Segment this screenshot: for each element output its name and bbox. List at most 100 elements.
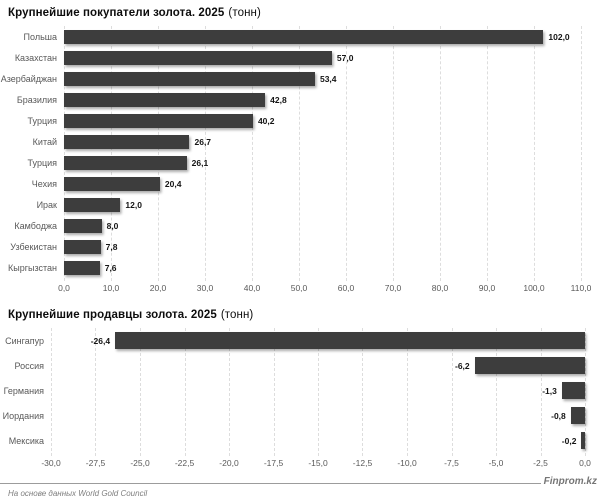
x-axis-tick-label: 40,0	[243, 283, 261, 293]
gridline	[252, 26, 253, 281]
x-axis-tick-label: 0,0	[58, 283, 70, 293]
gridline	[140, 328, 141, 456]
gridline	[362, 328, 364, 456]
bar	[64, 176, 160, 191]
bar-row: 40,2	[64, 110, 581, 131]
x-axis-tick-label: -2,5	[533, 458, 548, 468]
bar-row: 7,6	[64, 257, 581, 278]
gridlines	[51, 328, 586, 456]
category-label: Сингапур	[5, 335, 44, 346]
chart-title-unit: (тонн)	[220, 309, 254, 321]
bar-row: -0,2	[51, 428, 585, 453]
bar	[64, 29, 544, 44]
x-axis-tick-label: -5,0	[488, 458, 504, 468]
x-axis: 0,0 10,0 20,0 30,0 40,0 50,0 60,0 70,0 80,0 90,0 1…	[58, 281, 591, 296]
category-label: Узбекистан	[10, 241, 57, 252]
value-label: 42,8	[270, 94, 287, 105]
gridline	[495, 328, 497, 456]
bar	[64, 260, 100, 275]
value-label: 40,2	[257, 115, 275, 126]
chart-body: Польша Казахстан Азербайджан Бразилия Турция…	[1, 26, 600, 296]
category-label: Камбоджа	[14, 220, 57, 231]
gridline	[64, 26, 65, 281]
chart-title-text: Крупнейшие покупатели золота. 2025	[8, 7, 225, 19]
x-axis-tick-label: -30,0	[41, 458, 61, 468]
bar-row: -1,3	[51, 378, 585, 403]
footer: Finprom.kz	[0, 476, 597, 487]
gridline	[111, 26, 112, 281]
category-label: Китай	[32, 136, 57, 147]
bars: -26,4 -6,2 -1,3 -0,8 -0,2	[51, 328, 585, 453]
gridline	[158, 26, 159, 281]
x-axis-tick-label: -22,5	[174, 458, 195, 468]
gridline	[299, 26, 300, 281]
category-label: Мексика	[8, 435, 44, 446]
chart-title-text: Крупнейшие продавцы золота. 2025	[8, 309, 217, 321]
gridline	[273, 328, 275, 456]
bar	[64, 134, 190, 149]
chart-title-unit: (тонн)	[228, 7, 261, 19]
x-axis-tick-label: 90,0	[478, 283, 496, 293]
bar	[561, 382, 585, 399]
bar-row: -6,2	[51, 353, 585, 378]
bar	[115, 332, 585, 349]
bar-row: -0,8	[51, 403, 585, 428]
value-label: 8,0	[106, 220, 119, 231]
category-axis: Польша Казахстан Азербайджан Бразилия Турция…	[1, 26, 64, 278]
value-label: 26,7	[194, 136, 212, 147]
bar	[64, 239, 101, 254]
source-note: На основе данных World Gold Council	[8, 489, 148, 498]
gridlines	[64, 26, 582, 281]
category-label: Турция	[27, 157, 57, 168]
gridline	[407, 328, 408, 456]
x-axis: -30,0 -27,5 -25,0 -22,5 -20,0 -17,5 -15,0 -12,5…	[41, 456, 591, 471]
bar	[64, 155, 187, 170]
gridline	[486, 26, 488, 281]
bar-row: 26,7	[64, 131, 581, 152]
bar	[581, 432, 585, 449]
brand-finprom: Finprom.kz	[543, 476, 597, 487]
x-axis-tick-label: 70,0	[384, 283, 402, 293]
category-label: Германия	[3, 385, 44, 396]
category-label: Бразилия	[16, 94, 57, 105]
bars: 102,0 57,0 53,4 42,8 40,2 26,7 26,1 20,4 12,0 8,0…	[64, 26, 581, 278]
x-axis-tick-label: 10,0	[102, 283, 120, 293]
x-axis-tick-label: -7,5	[444, 458, 459, 468]
value-label: 7,8	[105, 241, 118, 252]
x-axis-tick-label: -12,5	[352, 458, 373, 468]
category-label: Кыргызстан	[8, 262, 57, 273]
gridline	[533, 26, 535, 281]
category-label: Турция	[27, 115, 57, 126]
x-axis-tick-label: -15,0	[308, 458, 328, 468]
bar-row: 53,4	[64, 68, 581, 89]
plot-area: 102,0 57,0 53,4 42,8 40,2 26,7 26,1 20,4 12,0 8,0…	[58, 26, 591, 296]
x-axis-tick-label: 100,0	[523, 283, 545, 293]
gridline	[581, 26, 582, 281]
value-label: 57,0	[336, 52, 354, 63]
value-label: -26,4	[90, 335, 111, 346]
category-label: Иордания	[2, 410, 44, 421]
category-label: Польша	[23, 31, 57, 42]
bar	[64, 71, 315, 86]
x-axis-tick-label: -20,0	[219, 458, 239, 468]
gridline	[205, 26, 206, 281]
bar	[64, 92, 266, 107]
plot-area: -26,4 -6,2 -1,3 -0,8 -0,2 -30,0 -27,5 -25,0 -22…	[41, 328, 591, 471]
chart-body: Сингапур Россия Германия Иордания Мексика -2…	[2, 328, 600, 471]
x-axis-tick-label: 20,0	[149, 283, 167, 293]
x-axis-tick-label: 50,0	[290, 283, 308, 293]
bar-row: 57,0	[64, 47, 581, 68]
gridline	[439, 26, 441, 281]
gridline	[540, 328, 542, 456]
x-axis-tick-label: -27,5	[85, 458, 106, 468]
bar	[64, 197, 121, 212]
x-axis-tick-label: 30,0	[196, 283, 214, 293]
gridline	[228, 328, 230, 456]
bar	[64, 50, 332, 65]
bar-row: 26,1	[64, 152, 581, 173]
x-axis-tick-label: 60,0	[337, 283, 355, 293]
value-label: 102,0	[548, 31, 570, 42]
value-label: 20,4	[164, 178, 182, 189]
gridline	[585, 328, 586, 456]
